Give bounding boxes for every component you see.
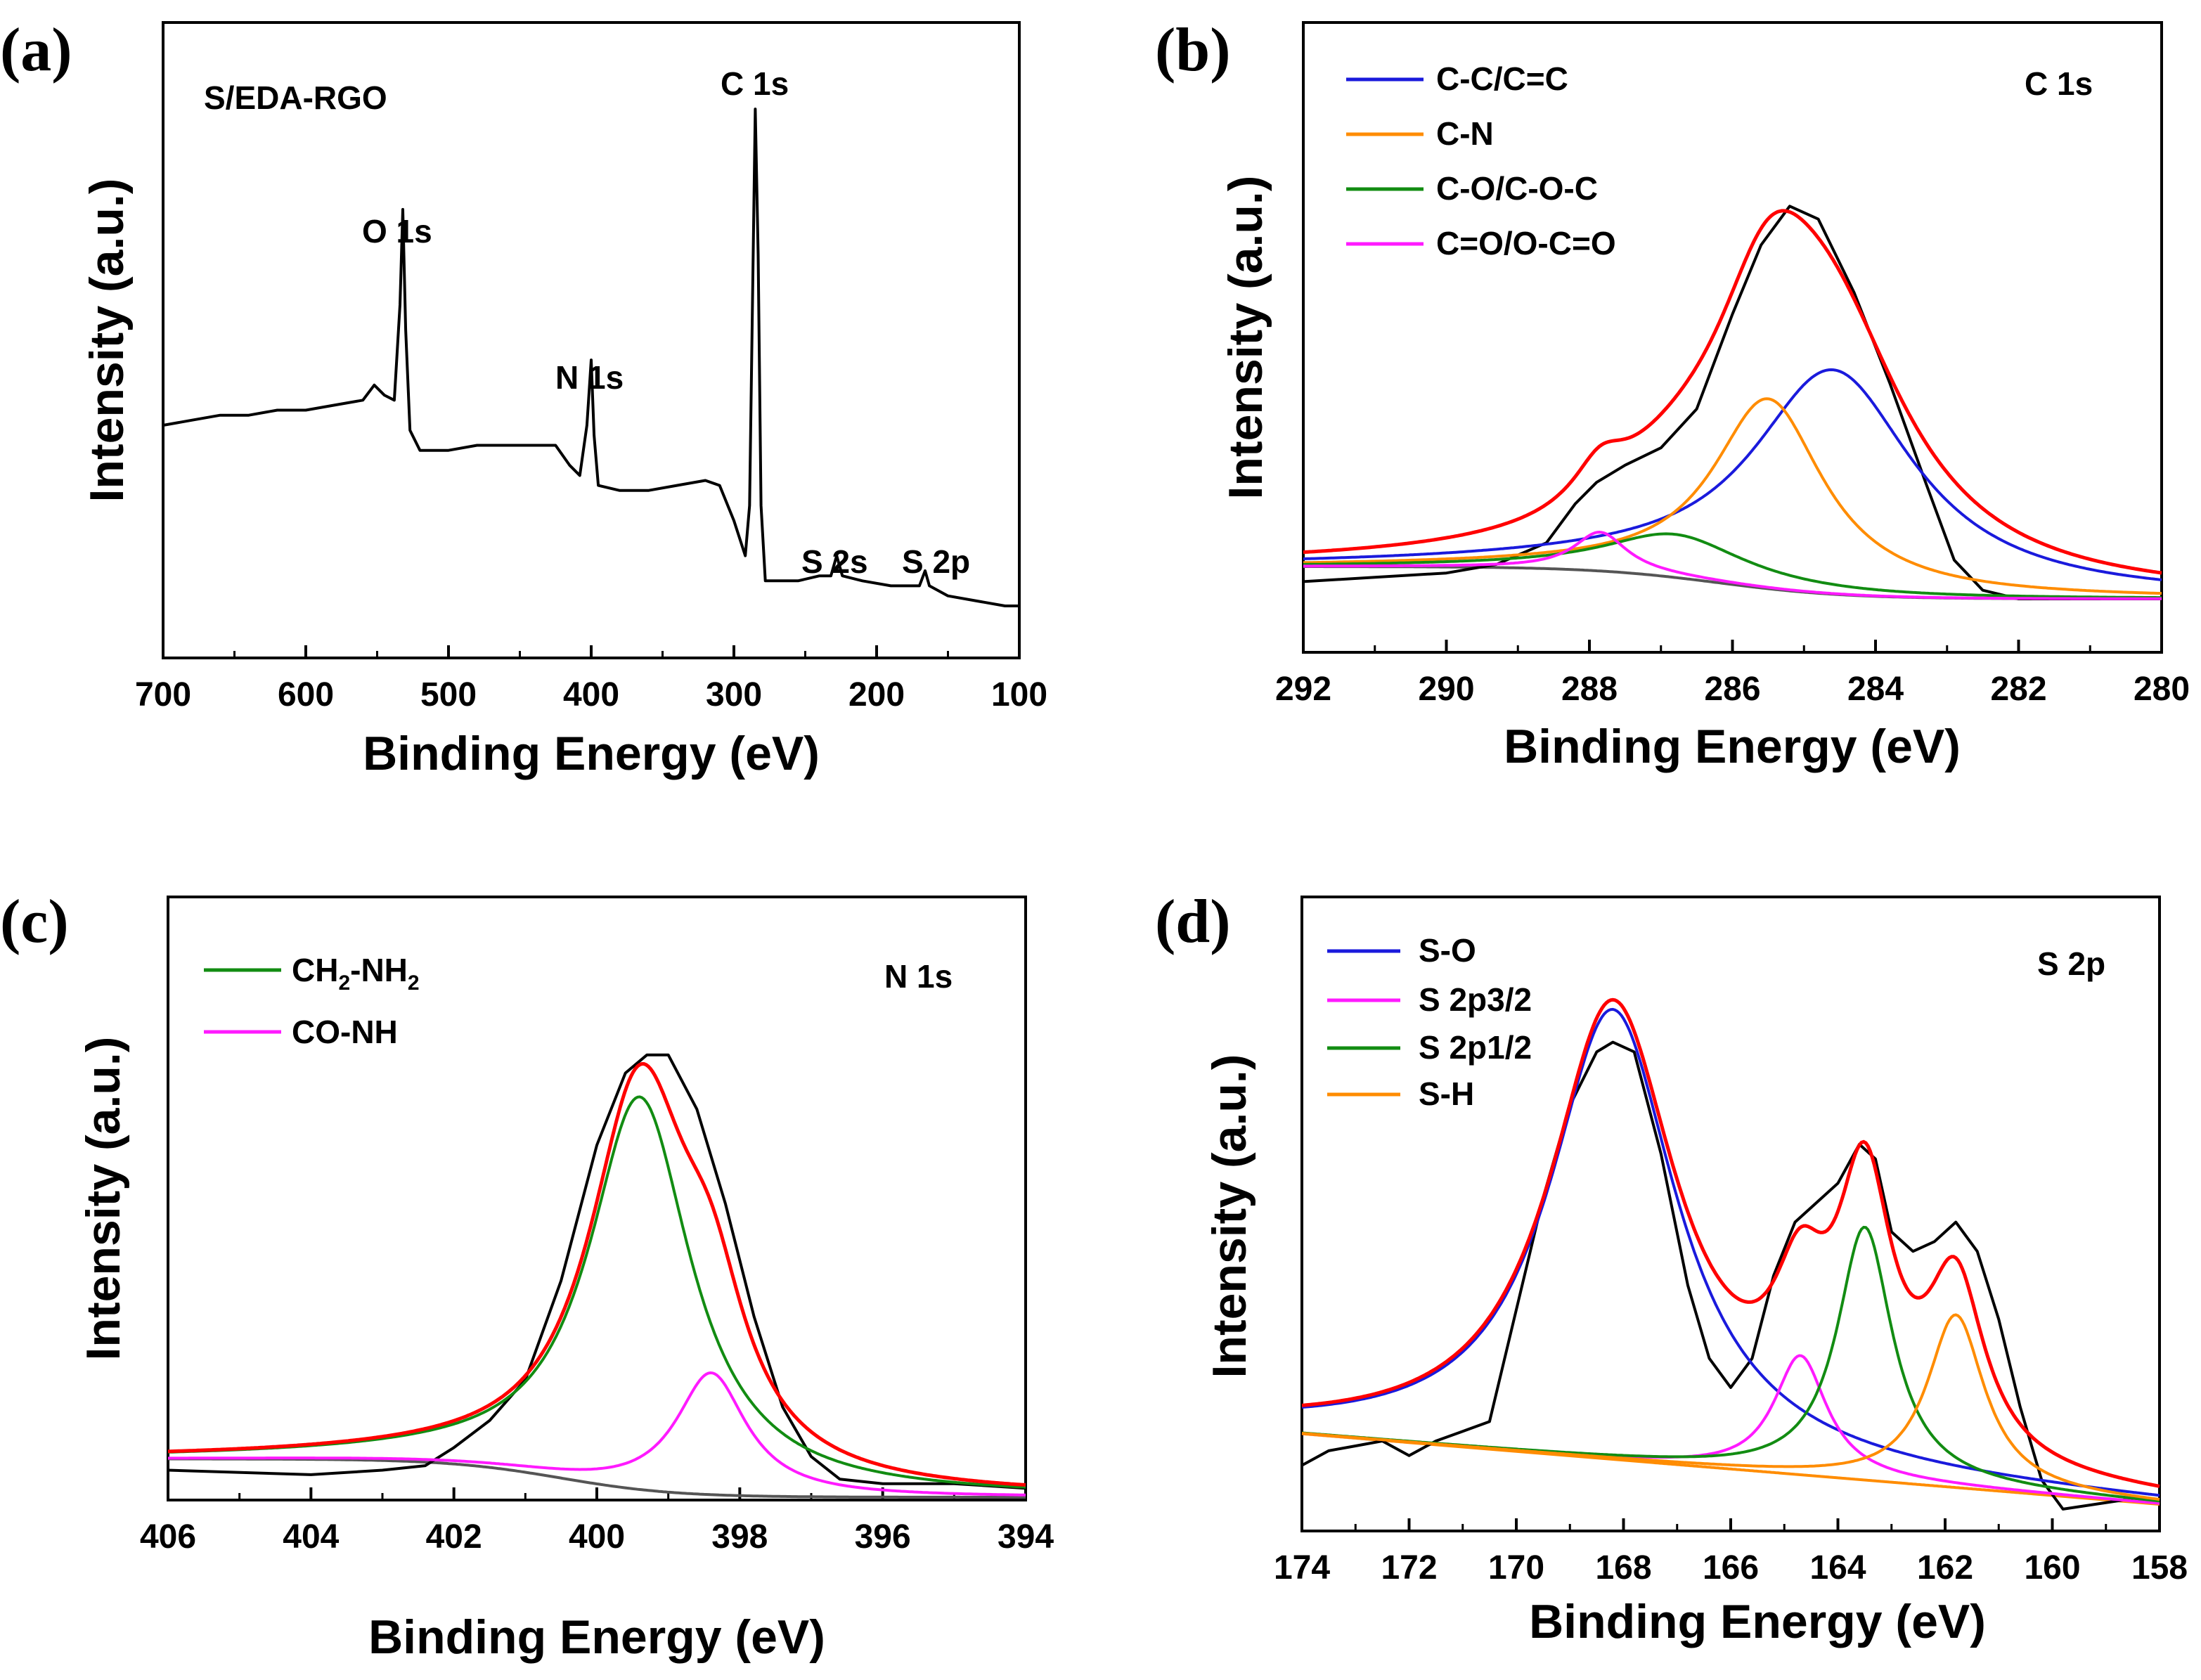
panel-c-xtick-label-5: 396 bbox=[855, 1518, 911, 1556]
panel-a-peak-s2s: S 2s bbox=[801, 543, 868, 580]
panel-a-sample-label: S/EDA-RGO bbox=[204, 79, 387, 116]
panel-c-xtick-label-6: 394 bbox=[998, 1518, 1054, 1556]
panel-d-legend-label-2: S 2p1/2 bbox=[1419, 1029, 1532, 1066]
panel-c-peak-label: N 1s bbox=[884, 958, 953, 995]
panel-d-xtick-label-7: 160 bbox=[2024, 1549, 2080, 1587]
panel-c-experimental bbox=[167, 1053, 1026, 1490]
panel-b-frame bbox=[1302, 21, 2163, 654]
panel-d-experimental bbox=[1301, 1040, 2160, 1511]
panel-b-component-2 bbox=[1303, 532, 2162, 600]
panel-b-component-3 bbox=[1303, 530, 2162, 600]
panel-b-xtick-label-3: 286 bbox=[1704, 671, 1760, 708]
panel-a-frame bbox=[162, 21, 1021, 659]
panel-a-xtick-label-3: 400 bbox=[563, 676, 619, 713]
panel-d-xtick-label-8: 158 bbox=[2131, 1549, 2188, 1587]
panel-c-letter: (c) bbox=[0, 888, 69, 956]
panel-d-xtick-label-5: 164 bbox=[1809, 1549, 1866, 1587]
panel-b-letter: (b) bbox=[1155, 16, 1231, 84]
panel-d-component-0 bbox=[1301, 1007, 2160, 1497]
panel-b-legend-label-0: C-C/C=C bbox=[1436, 60, 1568, 97]
panel-c-xtick-label-0: 406 bbox=[140, 1518, 196, 1556]
panel-d-s2p: (d) 174 172 170 168 166 164 162 160 158 S 2p S-O… bbox=[1155, 888, 2188, 1648]
panel-c-legend-label-0: CH2-NH2 bbox=[292, 952, 420, 995]
panel-c-xtick-label-4: 398 bbox=[711, 1518, 768, 1556]
panel-b-legend: C-C/C=C C-N C-O/C-O-C C=O/O-C=O bbox=[1346, 60, 1616, 261]
panel-d-xtick-label-4: 166 bbox=[1703, 1549, 1759, 1587]
panel-b-xtick-label-1: 290 bbox=[1418, 671, 1474, 708]
panel-c-ticks: 406 404 402 400 398 396 394 bbox=[140, 1487, 1054, 1556]
panel-d-xlabel: Binding Energy (eV) bbox=[1529, 1595, 1986, 1648]
panel-a-curves bbox=[162, 108, 1019, 607]
panel-d-component-1 bbox=[1301, 1354, 2160, 1505]
panel-c-component-0 bbox=[168, 1095, 1026, 1489]
panel-c-xtick-label-3: 400 bbox=[569, 1518, 625, 1556]
panel-a-ticks: 700 600 500 400 300 200 100 bbox=[135, 645, 1047, 713]
panel-c-legend-label-1: CO-NH bbox=[292, 1014, 398, 1050]
panel-d-xtick-label-1: 172 bbox=[1381, 1549, 1437, 1587]
panel-b-curves bbox=[1303, 205, 2162, 600]
panel-c-xlabel: Binding Energy (eV) bbox=[368, 1610, 825, 1664]
panel-a-xtick-label-0: 700 bbox=[135, 676, 191, 713]
panel-d-legend-label-3: S-H bbox=[1419, 1075, 1474, 1112]
panel-b-xtick-label-4: 284 bbox=[1847, 671, 1904, 708]
panel-a-xtick-label-5: 200 bbox=[848, 676, 905, 713]
panel-a-peak-n1s: N 1s bbox=[555, 359, 624, 396]
panel-b-xtick-label-2: 288 bbox=[1561, 671, 1618, 708]
panel-d-legend: S-O S 2p3/2 S 2p1/2 S-H bbox=[1327, 932, 1532, 1112]
panel-a-xlabel: Binding Energy (eV) bbox=[363, 727, 820, 780]
panel-b-ticks: 292 290 288 286 284 282 280 bbox=[1275, 640, 2190, 708]
panel-d-curves bbox=[1301, 997, 2160, 1511]
panel-c-component-1 bbox=[168, 1371, 1026, 1497]
panel-a-letter: (a) bbox=[0, 16, 72, 84]
panel-d-xtick-label-0: 174 bbox=[1274, 1549, 1330, 1587]
panel-a-xtick-label-2: 500 bbox=[420, 676, 477, 713]
panel-b-fit-envelope bbox=[1303, 209, 2162, 575]
panel-a-xtick-label-4: 300 bbox=[706, 676, 762, 713]
panel-b-component-1 bbox=[1303, 397, 2162, 595]
panel-a-xtick-label-6: 100 bbox=[991, 676, 1047, 713]
panel-b-xtick-label-5: 282 bbox=[1990, 671, 2046, 708]
panel-b-component-0 bbox=[1303, 368, 2162, 581]
panel-b-legend-label-1: C-N bbox=[1436, 115, 1494, 152]
panel-d-xtick-label-3: 168 bbox=[1595, 1549, 1651, 1587]
panel-d-fit-envelope bbox=[1301, 997, 2160, 1488]
panel-c-legend: CH2-NH2 CO-NH bbox=[204, 952, 420, 1050]
panel-b-peak-label: C 1s bbox=[2025, 65, 2093, 102]
panel-c-n1s: (c) 406 404 402 400 398 396 394 N 1s CH2-NH2 C… bbox=[0, 888, 1054, 1664]
panel-c-xtick-label-2: 402 bbox=[426, 1518, 482, 1556]
panel-d-component-3 bbox=[1301, 1313, 2160, 1501]
panel-b-ylabel: Intensity (a.u.) bbox=[1219, 176, 1272, 500]
panel-a-xtick-label-1: 600 bbox=[278, 676, 334, 713]
panel-a-ylabel: Intensity (a.u.) bbox=[80, 179, 134, 503]
panel-d-legend-label-0: S-O bbox=[1419, 932, 1476, 969]
panel-b-legend-label-3: C=O/O-C=O bbox=[1436, 225, 1616, 261]
panel-d-legend-label-1: S 2p3/2 bbox=[1419, 981, 1532, 1018]
panel-d-xtick-label-6: 162 bbox=[1917, 1549, 1973, 1587]
panel-d-ticks: 174 172 170 168 166 164 162 160 158 bbox=[1274, 1518, 2188, 1587]
panel-d-xtick-label-2: 170 bbox=[1488, 1549, 1544, 1587]
panel-d-letter: (d) bbox=[1155, 888, 1231, 956]
panel-c-xtick-label-1: 404 bbox=[283, 1518, 339, 1556]
panel-a-series-0 bbox=[162, 108, 1019, 607]
panel-b-xlabel: Binding Energy (eV) bbox=[1504, 720, 1961, 773]
panel-c-ylabel: Intensity (a.u.) bbox=[77, 1037, 130, 1361]
panel-d-ylabel: Intensity (a.u.) bbox=[1203, 1054, 1256, 1378]
panel-c-curves bbox=[167, 1053, 1026, 1499]
panel-b-c1s: (b) 292 290 288 286 284 282 280 C 1s C-C/C=C C… bbox=[1155, 16, 2190, 773]
panel-a-peak-o1s: O 1s bbox=[362, 213, 432, 250]
panel-a-survey: (a) 700 600 500 400 300 200 100 S/EDA-RGO O 1s… bbox=[0, 16, 1047, 780]
panel-d-component-2 bbox=[1301, 1225, 2160, 1503]
panel-b-xtick-label-0: 292 bbox=[1275, 671, 1331, 708]
panel-a-peak-c1s: C 1s bbox=[721, 65, 789, 102]
panel-c-fit-envelope bbox=[167, 1062, 1026, 1487]
panel-a-peak-s2p: S 2p bbox=[902, 543, 970, 580]
panel-b-legend-label-2: C-O/C-O-C bbox=[1436, 170, 1598, 207]
panel-d-peak-label: S 2p bbox=[2037, 945, 2105, 982]
panel-b-xtick-label-6: 280 bbox=[2134, 671, 2190, 708]
